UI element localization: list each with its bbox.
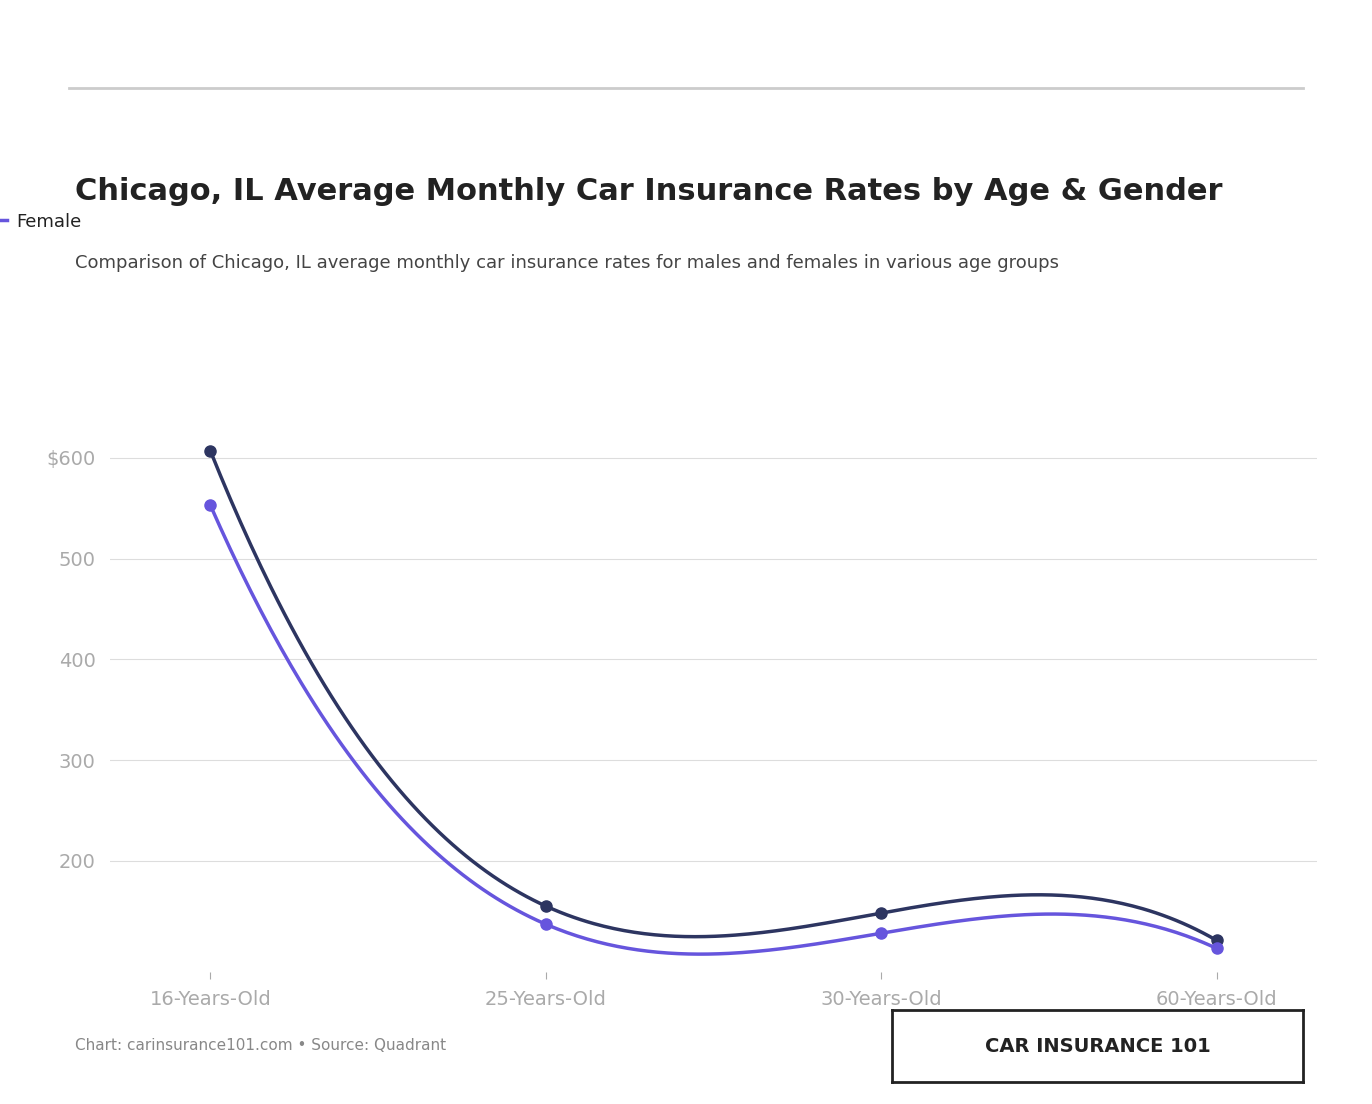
Text: Comparison of Chicago, IL average monthly car insurance rates for males and fema: Comparison of Chicago, IL average monthl… (75, 254, 1059, 272)
Legend: Male, Female: Male, Female (0, 205, 89, 238)
Text: Chart: carinsurance101.com • Source: Quadrant: Chart: carinsurance101.com • Source: Qua… (75, 1038, 446, 1053)
Text: Chicago, IL Average Monthly Car Insurance Rates by Age & Gender: Chicago, IL Average Monthly Car Insuranc… (75, 177, 1222, 205)
Text: CAR INSURANCE 101: CAR INSURANCE 101 (985, 1037, 1210, 1055)
